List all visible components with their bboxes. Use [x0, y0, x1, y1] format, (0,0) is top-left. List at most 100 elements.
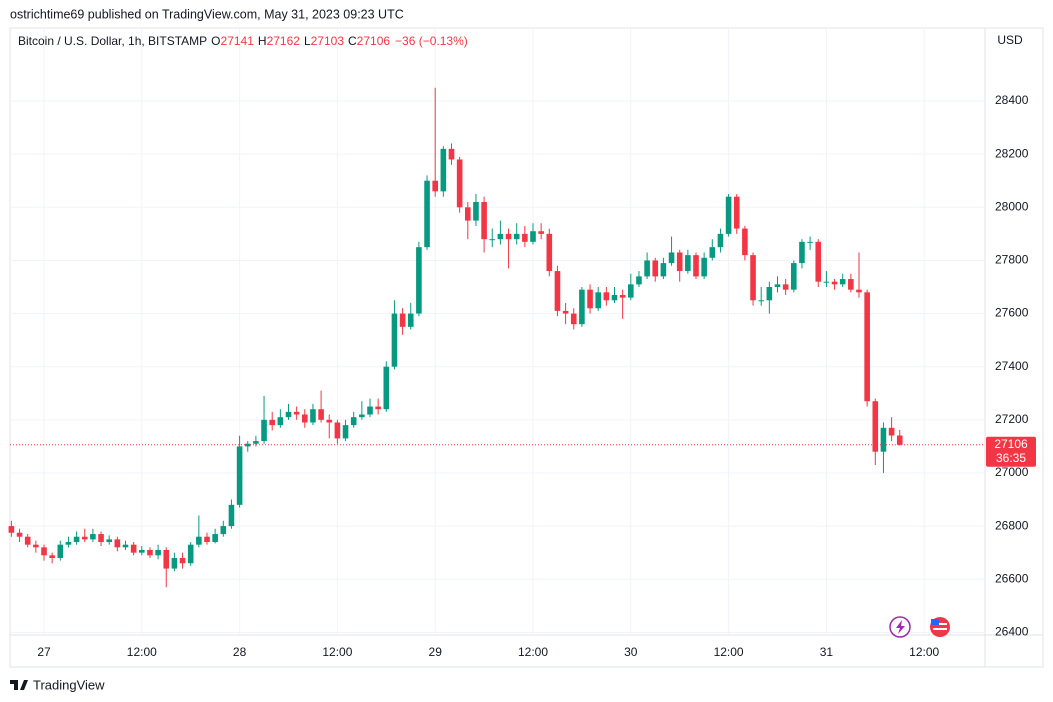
candle-body [554, 271, 561, 311]
candle-body [253, 441, 259, 444]
candle-body [350, 417, 357, 426]
candle-body [709, 247, 716, 258]
candle-body [302, 414, 308, 423]
candle-body [81, 536, 88, 540]
ohlc-label: L [304, 34, 311, 48]
candle-body [114, 539, 121, 548]
candle-body [660, 263, 667, 277]
y-tick-label: 28200 [995, 146, 1029, 160]
ohlc-label: C [348, 34, 357, 48]
candle-body [888, 427, 895, 436]
change: −36 (−0.13%) [395, 34, 468, 48]
x-tick-label: 28 [233, 645, 247, 659]
y-tick-label: 27200 [995, 412, 1029, 426]
x-tick-label: 31 [820, 645, 834, 659]
candle-body [212, 534, 218, 543]
candle-body [57, 544, 64, 558]
candle-body [90, 534, 96, 540]
candle-body [334, 422, 341, 439]
candle-body [823, 281, 830, 283]
candle-body [228, 504, 235, 527]
candle-body [815, 241, 822, 282]
frame [9, 27, 1044, 668]
publisher: ostrichtime69 published on TradingView.c… [10, 7, 404, 21]
candle-body [465, 207, 471, 221]
candle-body [644, 260, 650, 277]
logo [10, 680, 28, 690]
candle-body [497, 233, 504, 240]
y-tick-label: 27600 [995, 306, 1029, 320]
icon [896, 620, 905, 634]
ohlc-value: 27162 [267, 34, 301, 48]
candle-body [782, 284, 789, 290]
brand-name: TradingView [33, 677, 105, 692]
candle-body [766, 287, 773, 301]
x-tick-label: 12:00 [518, 645, 548, 659]
ohlc-value: 27141 [221, 34, 255, 48]
candle-body [807, 241, 813, 243]
last-price-label: 27106 [994, 437, 1028, 451]
candle-body [106, 539, 112, 543]
candle-body [750, 255, 756, 301]
candle-body [587, 289, 593, 309]
candle-body [130, 544, 137, 553]
candle-body [505, 233, 512, 240]
candle-body [896, 435, 903, 445]
candle-body [424, 180, 430, 248]
x-tick-label: 27 [37, 645, 51, 659]
candle-body [725, 196, 732, 234]
candle-body [171, 557, 178, 569]
candle-body [399, 313, 406, 327]
last-price-tag [986, 436, 1036, 467]
candle-body [481, 201, 487, 240]
candle-body [448, 148, 455, 160]
countdown: 36:35 [996, 451, 1026, 465]
candle-body [367, 406, 373, 415]
candle-body [636, 276, 642, 285]
candle-body [693, 255, 699, 277]
flag-stripe [933, 623, 947, 625]
candle-body [856, 289, 862, 293]
y-tick-label: 27400 [995, 359, 1029, 373]
candle-body [562, 310, 569, 314]
candle-body [668, 252, 675, 264]
candle-body [342, 425, 349, 439]
candle-body [611, 294, 618, 301]
candle-body [831, 281, 838, 285]
candle-body [864, 292, 870, 402]
flag-stripe [933, 628, 947, 630]
candle-body [799, 241, 805, 264]
candle-body [269, 419, 275, 426]
candle-body [33, 544, 39, 548]
y-tick-label: 28400 [995, 93, 1029, 107]
candle-body [326, 419, 333, 423]
axes: 26400 26600 26800 27000 27200 27400 27600 27800… [37, 93, 1036, 659]
plot [8, 87, 985, 588]
legend: Bitcoin / U.S. Dollar, 1h, BITSTAMP O2714… [18, 34, 468, 48]
candle-body [570, 313, 577, 325]
candle-body [456, 159, 463, 208]
candle-body [220, 526, 227, 535]
candle-body [432, 180, 438, 192]
candle-body [595, 292, 601, 309]
candle-body [848, 279, 854, 290]
candle-body [383, 366, 390, 410]
candle-body [73, 536, 80, 543]
candle-body [391, 313, 398, 367]
ohlc-value: 27106 [357, 34, 391, 48]
y-tick-label: 27800 [995, 253, 1029, 267]
currency: USD [997, 33, 1023, 47]
candle-body [872, 401, 879, 452]
y-tick-label: 27000 [995, 465, 1029, 479]
x-tick-label: 29 [429, 645, 443, 659]
candle-body [179, 557, 186, 564]
grid [10, 28, 985, 635]
candle-body [277, 417, 284, 426]
ohlc-value: 27103 [311, 34, 345, 48]
candle-body [407, 313, 414, 327]
candle-body [155, 549, 161, 556]
candle-body [196, 536, 202, 545]
flag-canton [931, 619, 939, 625]
candle-body [293, 411, 300, 415]
candle-body [579, 289, 585, 325]
